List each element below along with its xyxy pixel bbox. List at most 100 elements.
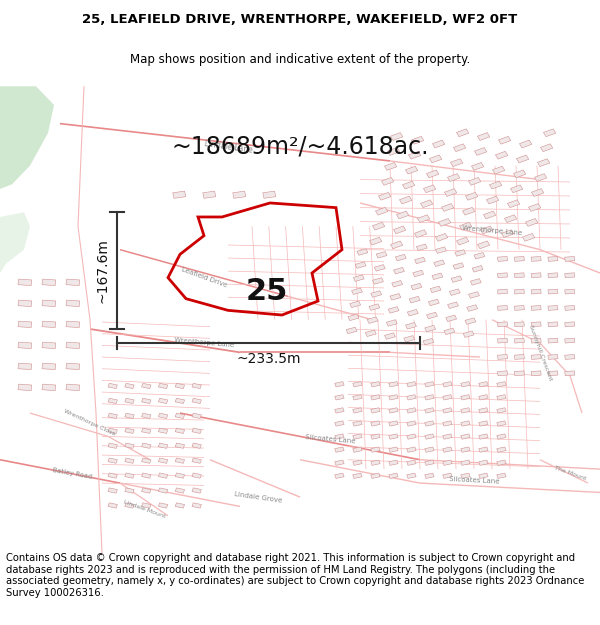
Bar bbox=[427, 312, 437, 319]
Bar bbox=[479, 460, 488, 466]
Bar bbox=[565, 256, 575, 261]
Text: Sunnyhill Crescent: Sunnyhill Crescent bbox=[527, 324, 553, 381]
Bar bbox=[432, 273, 443, 279]
Bar bbox=[443, 408, 452, 413]
Text: Wrenthorpe Lane: Wrenthorpe Lane bbox=[174, 338, 234, 349]
Bar bbox=[465, 318, 476, 324]
Bar bbox=[385, 162, 397, 170]
Bar bbox=[565, 273, 575, 278]
Bar bbox=[479, 447, 488, 452]
Bar bbox=[42, 321, 56, 328]
Bar bbox=[353, 275, 364, 281]
Bar bbox=[448, 302, 458, 309]
Bar bbox=[203, 191, 216, 198]
Bar bbox=[335, 473, 344, 478]
Bar bbox=[531, 354, 541, 359]
Bar bbox=[371, 460, 380, 466]
Bar bbox=[497, 473, 506, 478]
Bar bbox=[18, 300, 32, 307]
Bar bbox=[565, 354, 575, 359]
Bar bbox=[374, 264, 385, 271]
Bar bbox=[443, 447, 452, 452]
Bar bbox=[142, 488, 151, 493]
Bar bbox=[425, 460, 434, 466]
Bar bbox=[481, 226, 493, 234]
Bar bbox=[407, 460, 416, 466]
Bar bbox=[369, 304, 380, 311]
Bar bbox=[353, 447, 362, 452]
Text: Lindale Lane: Lindale Lane bbox=[203, 139, 253, 155]
Bar bbox=[421, 200, 433, 208]
Text: The Mount: The Mount bbox=[553, 466, 587, 482]
Bar bbox=[565, 306, 575, 311]
Bar bbox=[514, 354, 524, 359]
Bar bbox=[407, 421, 416, 426]
Bar bbox=[439, 219, 451, 226]
Bar bbox=[425, 408, 434, 413]
Bar bbox=[353, 421, 362, 426]
Bar bbox=[370, 238, 382, 245]
Bar bbox=[457, 129, 469, 137]
Bar bbox=[502, 230, 514, 238]
Bar bbox=[497, 338, 508, 343]
Bar bbox=[386, 320, 397, 326]
Bar bbox=[371, 291, 382, 298]
Bar bbox=[373, 278, 383, 284]
Bar bbox=[461, 434, 470, 439]
Bar bbox=[497, 273, 508, 278]
Bar bbox=[382, 177, 394, 185]
Polygon shape bbox=[0, 213, 30, 273]
Bar bbox=[407, 473, 416, 478]
Bar bbox=[388, 148, 400, 156]
Bar bbox=[497, 395, 506, 400]
Bar bbox=[497, 289, 508, 294]
Bar bbox=[548, 306, 558, 311]
Bar bbox=[514, 371, 524, 376]
Bar bbox=[142, 458, 151, 463]
Bar bbox=[18, 321, 32, 328]
Bar bbox=[158, 383, 168, 389]
Bar bbox=[497, 371, 508, 376]
Bar bbox=[335, 408, 344, 413]
Bar bbox=[66, 384, 80, 391]
Bar bbox=[371, 382, 380, 387]
Bar bbox=[443, 434, 452, 439]
Text: Batley Road: Batley Road bbox=[52, 468, 92, 480]
Bar bbox=[490, 181, 502, 189]
Bar bbox=[514, 322, 524, 327]
Bar bbox=[367, 317, 378, 323]
Bar bbox=[565, 371, 575, 376]
Bar bbox=[461, 473, 470, 478]
Bar bbox=[158, 428, 168, 433]
Bar bbox=[531, 322, 541, 327]
Bar bbox=[192, 458, 202, 463]
Bar bbox=[463, 208, 475, 215]
Bar bbox=[520, 140, 532, 148]
Bar bbox=[18, 342, 32, 349]
Bar bbox=[434, 260, 445, 266]
Bar bbox=[479, 473, 488, 478]
Bar bbox=[548, 354, 558, 359]
Bar bbox=[430, 155, 442, 163]
Bar bbox=[142, 413, 151, 419]
Bar bbox=[514, 273, 524, 278]
Bar bbox=[497, 354, 508, 359]
Bar bbox=[460, 222, 472, 230]
Bar bbox=[42, 279, 56, 286]
Bar bbox=[418, 215, 430, 222]
Text: ~233.5m: ~233.5m bbox=[236, 352, 301, 366]
Bar bbox=[532, 189, 544, 196]
Bar bbox=[505, 215, 517, 222]
Bar bbox=[425, 447, 434, 452]
Bar bbox=[158, 398, 168, 404]
Bar bbox=[442, 204, 454, 211]
Bar bbox=[497, 408, 506, 413]
Bar bbox=[514, 289, 524, 294]
Bar bbox=[389, 421, 398, 426]
Bar bbox=[565, 338, 575, 343]
Bar bbox=[66, 321, 80, 328]
Bar bbox=[142, 398, 151, 404]
Bar bbox=[430, 286, 441, 292]
Bar bbox=[454, 144, 466, 152]
Bar bbox=[531, 306, 541, 311]
